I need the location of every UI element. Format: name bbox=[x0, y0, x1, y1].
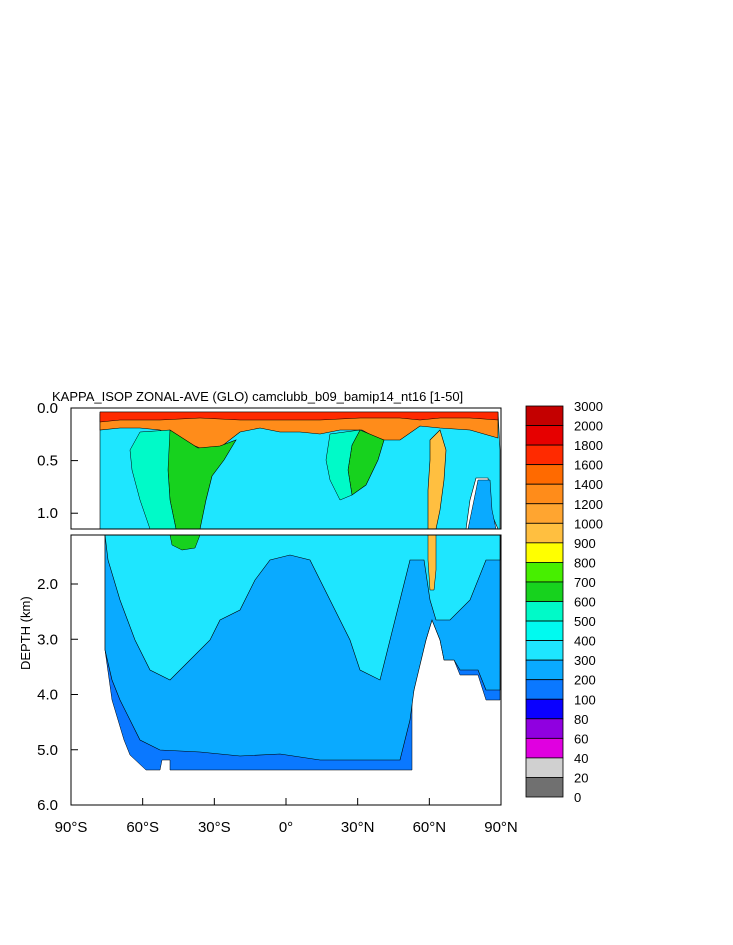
southern-green-tongue-lower bbox=[169, 535, 201, 551]
colorbar-swatch bbox=[525, 777, 564, 798]
colorbar-swatch bbox=[525, 405, 564, 426]
colorbar-swatch bbox=[525, 718, 564, 739]
y-tick-label: 3.0 bbox=[37, 631, 58, 648]
y-tick-label: 4.0 bbox=[37, 687, 58, 704]
colorbar: 3000200018001600140012001000900800700600… bbox=[525, 399, 603, 805]
colorbar-swatch bbox=[525, 503, 564, 524]
colorbar-label: 600 bbox=[574, 595, 596, 610]
x-tick-label: 90°S bbox=[55, 819, 88, 836]
x-tick-label: 30°N bbox=[341, 819, 375, 836]
colorbar-swatch bbox=[525, 542, 564, 563]
southern-teal-zone bbox=[129, 429, 177, 529]
colorbar-swatch bbox=[525, 581, 564, 602]
colorbar-label: 1000 bbox=[574, 516, 603, 531]
northern-teal-zone bbox=[325, 429, 361, 501]
y-tick-label: 0.5 bbox=[37, 453, 58, 470]
colorbar-swatch bbox=[525, 425, 564, 446]
y-tick-label: 1.0 bbox=[37, 505, 58, 522]
x-tick-label: 0° bbox=[279, 819, 293, 836]
colorbar-swatch bbox=[525, 737, 564, 759]
colorbar-swatch bbox=[525, 444, 564, 466]
x-tick-label: 90°N bbox=[484, 819, 518, 836]
x-tick-label: 60°N bbox=[413, 819, 447, 836]
colorbar-swatch bbox=[525, 483, 564, 505]
x-tick-label: 30°S bbox=[198, 819, 231, 836]
colorbar-label: 300 bbox=[574, 653, 596, 668]
colorbar-swatch bbox=[525, 757, 564, 778]
arctic-blue-zone bbox=[467, 479, 497, 529]
colorbar-label: 60 bbox=[574, 731, 588, 746]
colorbar-label: 100 bbox=[574, 692, 596, 707]
subpolar-plume-lower bbox=[427, 535, 437, 591]
surface-orange-band bbox=[99, 413, 499, 449]
colorbar-label: 1800 bbox=[574, 438, 603, 453]
colorbar-label: 40 bbox=[574, 751, 588, 766]
y-tick-label: 2.0 bbox=[37, 576, 58, 593]
colorbar-label: 0 bbox=[574, 790, 581, 805]
colorbar-swatch bbox=[525, 601, 564, 622]
colorbar-label: 3000 bbox=[574, 399, 603, 414]
colorbar-swatch bbox=[525, 562, 564, 583]
colorbar-label: 1400 bbox=[574, 477, 603, 492]
colorbar-swatch bbox=[525, 522, 564, 544]
colorbar-swatch bbox=[525, 620, 564, 641]
colorbar-label: 800 bbox=[574, 555, 596, 570]
y-tick-label: 5.0 bbox=[37, 742, 58, 759]
upper-panel bbox=[70, 407, 502, 530]
colorbar-label: 80 bbox=[574, 712, 588, 727]
colorbar-label: 1600 bbox=[574, 458, 603, 473]
colorbar-label: 1200 bbox=[574, 497, 603, 512]
colorbar-label: 700 bbox=[574, 575, 596, 590]
surface-red-band bbox=[99, 411, 499, 423]
intermediate-cyan-layer bbox=[104, 535, 501, 681]
colorbar-label: 900 bbox=[574, 536, 596, 551]
colorbar-swatch bbox=[525, 698, 564, 720]
colorbar-swatch bbox=[525, 464, 564, 485]
chart-title: KAPPA_ISOP ZONAL-AVE (GLO) camclubb_b09_… bbox=[52, 389, 463, 404]
axes-ticks: 90°S 60°S 30°S 0° 30°N 60°N 90°N 0.0 0.5 1.0 2.0 3.… bbox=[37, 400, 518, 836]
colorbar-label: 20 bbox=[574, 770, 588, 785]
colorbar-swatch bbox=[525, 659, 564, 681]
y-tick-label: 6.0 bbox=[37, 797, 58, 814]
colorbar-label: 400 bbox=[574, 634, 596, 649]
y-axis-label: DEPTH (km) bbox=[18, 596, 33, 670]
colorbar-label: 2000 bbox=[574, 419, 603, 434]
x-tick-label: 60°S bbox=[126, 819, 159, 836]
subpolar-deep-convection-plume bbox=[427, 429, 447, 529]
colorbar-swatch bbox=[525, 640, 564, 661]
colorbar-swatch bbox=[525, 679, 564, 700]
colorbar-label: 200 bbox=[574, 673, 596, 688]
lower-panel bbox=[70, 534, 502, 806]
colorbar-label: 500 bbox=[574, 614, 596, 629]
y-tick-label: 0.0 bbox=[37, 400, 58, 417]
